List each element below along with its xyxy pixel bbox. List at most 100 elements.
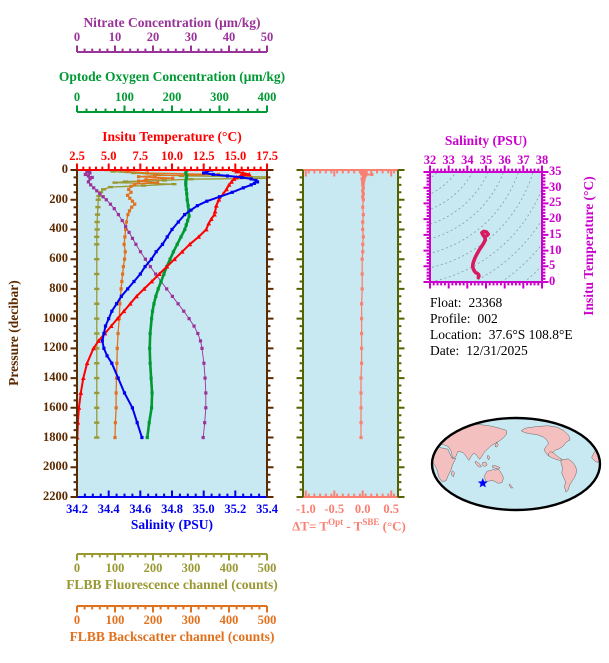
pressure-tick-label: 600 [49, 251, 68, 266]
location-line: Location: 37.6°S 108.8°E [430, 327, 573, 343]
salinity-tick-label: 34.8 [161, 502, 183, 516]
float-location-star-icon [477, 478, 488, 488]
delta-t-title-part: - T [343, 518, 363, 534]
profile-value: 002 [477, 311, 498, 326]
salinity-tick-label: 35.0 [192, 502, 215, 516]
ts-diagram-content [430, 172, 542, 282]
nitrate-tick-label: 30 [184, 30, 198, 44]
temperature-tick-label: 15.0 [224, 149, 247, 163]
pressure-tick-label: 1000 [43, 310, 68, 325]
oxygen-tick-label: 200 [162, 90, 182, 104]
temperature-tick-label: 17.5 [256, 149, 278, 163]
backscatter-tick-label: 200 [143, 613, 163, 627]
ts-salinity-tick-label: 35 [479, 153, 493, 167]
fluorescence-tick-label: 500 [257, 561, 277, 575]
profile-label: Profile: [430, 311, 471, 326]
backscatter-tick-label: 0 [73, 613, 81, 627]
temperature-tick-label: 2.5 [69, 149, 85, 163]
ts-temperature-tick-label: 25 [549, 195, 562, 210]
location-label: Location: [430, 327, 482, 342]
pressure-tick-label: 0 [61, 162, 68, 176]
fluorescence-tick-label: 0 [73, 561, 81, 575]
backscatter-tick-label: 300 [181, 613, 201, 627]
fluorescence-axis-title: FLBB Fluorescence channel (counts) [66, 577, 278, 592]
oxygen-tick-label: 300 [210, 90, 229, 104]
fluorescence-tick-label: 400 [219, 561, 239, 575]
delta-t-title-sup: Opt [328, 517, 344, 527]
delta-t-tick-label: 0.5 [383, 502, 399, 516]
delta-t-title-sup: SBE [362, 517, 380, 527]
float-id-line: Float: 23368 [430, 295, 573, 311]
delta-t-tick-label: -0.5 [324, 502, 345, 516]
backscatter-tick-label: 100 [105, 613, 125, 627]
float-id-value: 23368 [468, 295, 503, 310]
backscatter-axis-title: FLBB Backscatter channel (counts) [69, 629, 275, 644]
ts-salinity-tick-label: 33 [442, 153, 455, 167]
pressure-tick-label: 1400 [43, 370, 68, 385]
date-label: Date: [430, 343, 460, 358]
oxygen-tick-label: 0 [73, 90, 81, 104]
location-value: 37.6°S 108.8°E [488, 327, 573, 342]
salinity-axis-title: Salinity (PSU) [130, 517, 214, 532]
ts-temperature-tick-label: 10 [549, 242, 562, 257]
fluorescence-tick-label: 300 [181, 561, 201, 575]
pressure-axis-title: Pressure (decibar) [6, 280, 21, 386]
temperature-tick-label: 10.0 [161, 149, 183, 163]
ts-salinity-tick-label: 34 [461, 153, 474, 167]
pressure-tick-label: 400 [49, 221, 68, 236]
salinity-tick-label: 35.4 [256, 502, 278, 516]
pressure-tick-label: 200 [49, 191, 68, 206]
ts-temperature-tick-label: 20 [549, 211, 562, 226]
ts-salinity-tick-label: 32 [423, 153, 437, 167]
ts-salinity-tick-label: 36 [498, 153, 511, 167]
temperature-tick-label: 5.0 [100, 149, 117, 163]
backscatter-tick-label: 500 [257, 613, 277, 627]
delta-t-tick-label: 0.0 [354, 502, 371, 516]
nitrate-tick-label: 10 [108, 30, 122, 44]
salinity-tick-label: 34.4 [97, 502, 120, 516]
ts-salinity-tick-label: 38 [535, 153, 549, 167]
oxygen-axis-title: Optode Oxygen Concentration (μm/kg) [58, 69, 286, 84]
pressure-tick-label: 1200 [43, 340, 68, 355]
date-value: 12/31/2025 [466, 343, 528, 358]
temperature-axis-title: Insitu Temperature (°C) [102, 129, 242, 144]
ts-temperature-tick-label: 15 [549, 226, 562, 241]
delta-t-axis-title: ΔT= TOpt - TSBE (°C) [283, 517, 415, 534]
pressure-tick-label: 2000 [43, 459, 68, 474]
oxygen-tick-label: 400 [257, 90, 277, 104]
delta-t-title-part: (°C) [379, 518, 406, 534]
salinity-tick-label: 34.2 [66, 502, 88, 516]
ts-temperature-tick-label: 35 [549, 164, 562, 178]
profile-line: Profile: 002 [430, 311, 573, 327]
backscatter-tick-label: 400 [219, 613, 239, 627]
oxygen-tick-label: 100 [115, 90, 134, 104]
profile-plot-series [77, 170, 267, 440]
delta-t-tick-label: -1.0 [295, 502, 316, 516]
float-info-block: Float: 23368 Profile: 002 Location: 37.6°S … [430, 295, 573, 359]
pressure-tick-label: 1800 [43, 429, 68, 444]
float-id-label: Float: [430, 295, 462, 310]
ts-temperature-tick-label: 30 [549, 179, 562, 194]
fluorescence-tick-label: 100 [105, 561, 125, 575]
nitrate-tick-label: 20 [146, 30, 160, 44]
ts-temperature-tick-label: 5 [549, 258, 556, 273]
temperature-tick-label: 7.5 [132, 149, 149, 163]
salinity-tick-label: 35.2 [224, 502, 247, 516]
ts-temperature-tick-label: 0 [549, 274, 556, 288]
salinity-tick-label: 34.6 [129, 502, 152, 516]
fluorescence-tick-label: 200 [143, 561, 163, 575]
pressure-tick-label: 2200 [43, 489, 68, 503]
nitrate-axis-title: Nitrate Concentration (μm/kg) [83, 15, 261, 30]
nitrate-tick-label: 40 [222, 30, 236, 44]
nitrate-tick-label: 0 [73, 30, 81, 44]
delta-t-title-part: ΔT= T [292, 518, 329, 534]
ts-temperature-axis-title: Insitu Temperature (°C) [581, 176, 596, 316]
ts-salinity-tick-label: 37 [517, 153, 530, 167]
ts-salinity-axis-title: Salinity (PSU) [444, 133, 528, 148]
date-line: Date: 12/31/2025 [430, 343, 573, 359]
temperature-tick-label: 12.5 [192, 149, 215, 163]
nitrate-tick-label: 50 [260, 30, 274, 44]
pressure-tick-label: 800 [49, 280, 68, 295]
